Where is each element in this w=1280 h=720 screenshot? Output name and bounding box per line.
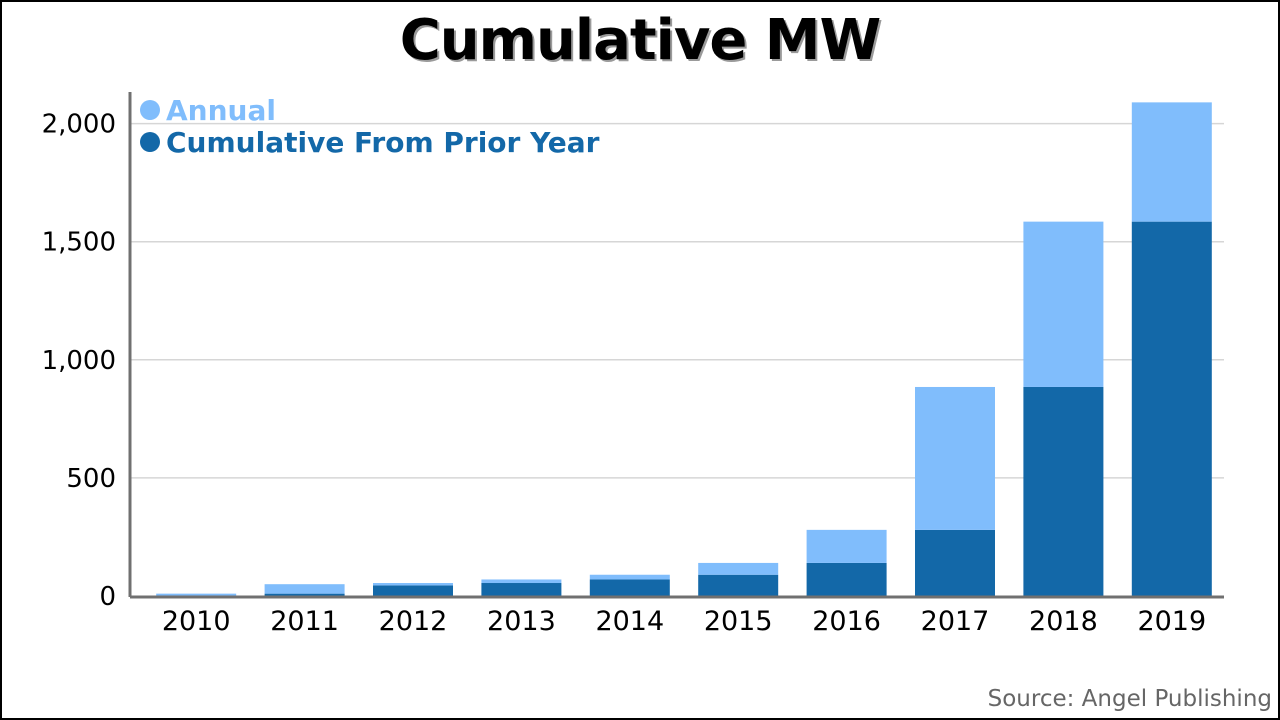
bar-cumulative-prior-year bbox=[806, 562, 887, 596]
legend-item-cumulative: Cumulative From Prior Year bbox=[140, 125, 600, 159]
bar-annual bbox=[698, 562, 779, 575]
bar-annual bbox=[1131, 102, 1212, 222]
bar-annual bbox=[915, 386, 995, 530]
bar-annual bbox=[481, 579, 562, 584]
y-tick-label: 2,000 bbox=[42, 110, 116, 140]
bar-annual bbox=[806, 529, 887, 563]
legend-label-annual: Annual bbox=[166, 93, 276, 127]
y-tick-label: 500 bbox=[66, 464, 116, 494]
bar-cumulative-prior-year bbox=[1131, 221, 1212, 596]
legend-label-cumulative: Cumulative From Prior Year bbox=[166, 125, 600, 159]
bar-cumulative-prior-year bbox=[1023, 386, 1104, 596]
bar-cumulative-prior-year bbox=[915, 529, 995, 596]
bar-cumulative-prior-year bbox=[264, 593, 345, 596]
x-tick-label: 2019 bbox=[1137, 606, 1206, 637]
y-tick-label: 1,500 bbox=[42, 228, 116, 258]
x-tick-label: 2016 bbox=[812, 606, 881, 637]
bar-annual bbox=[373, 583, 453, 586]
x-tick-label: 2011 bbox=[270, 606, 339, 637]
bar-cumulative-prior-year bbox=[481, 583, 562, 596]
y-tick-label: 0 bbox=[99, 582, 116, 612]
x-tick-label: 2014 bbox=[595, 606, 664, 637]
bar-annual bbox=[156, 593, 237, 596]
bar-cumulative-prior-year bbox=[589, 579, 670, 596]
legend-item-annual: Annual bbox=[140, 93, 599, 127]
x-tick-label: 2015 bbox=[704, 606, 773, 637]
source-note: Source: Angel Publishing bbox=[987, 686, 1272, 712]
x-tick-label: 2013 bbox=[487, 606, 556, 637]
chart-title: Cumulative MW bbox=[399, 8, 882, 73]
legend: Annual Cumulative From Prior Year bbox=[140, 93, 600, 159]
bar-annual bbox=[264, 584, 345, 594]
bar-annual bbox=[1023, 221, 1104, 387]
bar-annual bbox=[589, 574, 670, 580]
x-tick-label: 2017 bbox=[921, 606, 990, 637]
x-tick-label: 2012 bbox=[379, 606, 448, 637]
legend-swatch-annual bbox=[140, 100, 160, 120]
x-tick-label: 2010 bbox=[162, 606, 231, 637]
bar-cumulative-prior-year bbox=[698, 574, 779, 596]
legend-swatch-cumulative bbox=[140, 132, 160, 152]
y-tick-label: 1,000 bbox=[42, 346, 116, 376]
x-tick-label: 2018 bbox=[1029, 606, 1098, 637]
bar-cumulative-prior-year bbox=[373, 585, 453, 596]
